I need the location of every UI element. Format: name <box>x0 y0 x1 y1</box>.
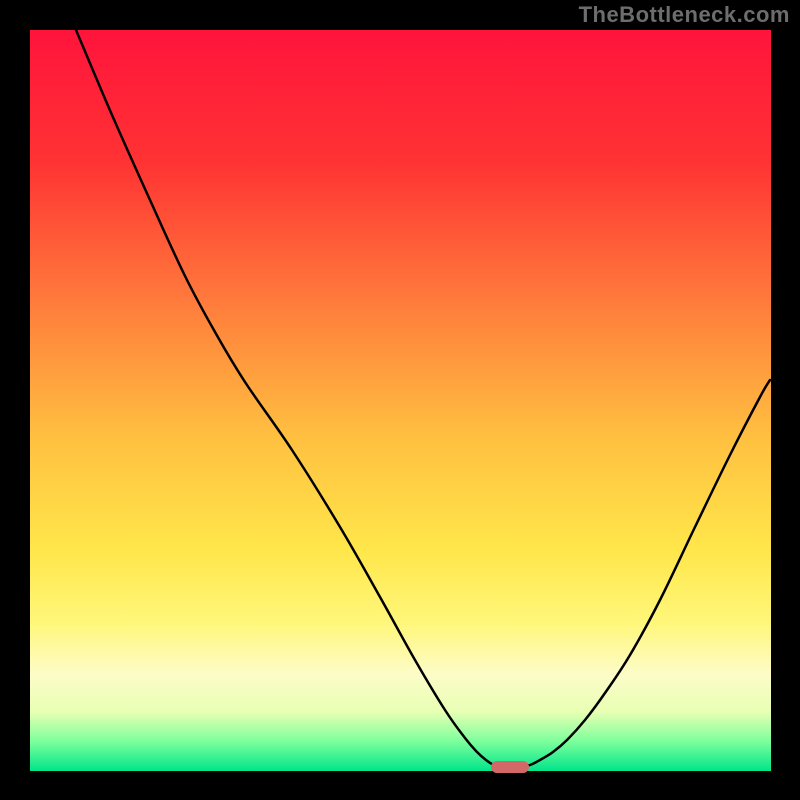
sweet-spot-marker <box>491 761 529 773</box>
watermark-text: TheBottleneck.com <box>579 2 790 28</box>
gradient-background <box>30 30 771 771</box>
bottleneck-chart <box>0 0 800 800</box>
chart-container: TheBottleneck.com <box>0 0 800 800</box>
